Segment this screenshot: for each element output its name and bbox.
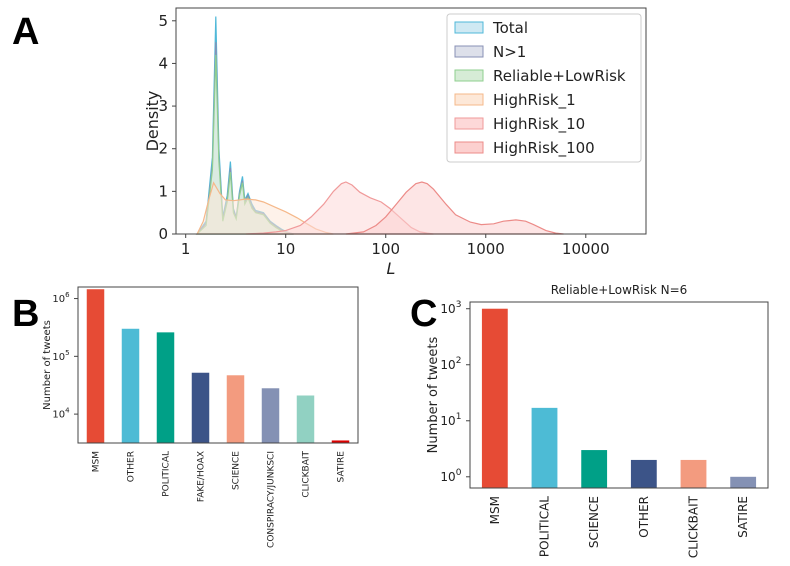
legend-swatch bbox=[454, 117, 484, 130]
legend-box bbox=[446, 13, 642, 163]
x-tick-label: MSM bbox=[488, 496, 502, 524]
x-tick-label: SCIENCE bbox=[587, 496, 601, 548]
reliable-chart-title: Reliable+LowRisk N=6 bbox=[551, 283, 688, 297]
x-tick-label: POLITICAL bbox=[162, 451, 172, 497]
legend-label: N>1 bbox=[493, 43, 526, 61]
y-tick-exponent: 6 bbox=[65, 291, 70, 299]
x-tick-label: CLICKBAIT bbox=[302, 451, 312, 498]
legend-swatch bbox=[454, 45, 484, 58]
legend-swatch bbox=[454, 69, 484, 82]
legend-label: HighRisk_100 bbox=[493, 139, 595, 158]
density-x-tick-label: 10 bbox=[276, 240, 295, 258]
x-tick-label: SCIENCE bbox=[232, 451, 242, 490]
density-x-tick-label: 100 bbox=[371, 240, 400, 258]
density-x-tick-label: 1 bbox=[181, 240, 191, 258]
reliable-bar-chart: Reliable+LowRisk N=6 MSM POLITICAL SCIENCE… bbox=[426, 283, 769, 558]
x-tick-label: OTHER bbox=[127, 451, 137, 482]
reliable-y-label: Number of tweets bbox=[426, 336, 441, 453]
y-tick-exponent: 0 bbox=[456, 468, 462, 478]
x-tick-label: POLITICAL bbox=[538, 496, 552, 557]
density-series-6 bbox=[345, 181, 564, 235]
y-tick-exponent: 1 bbox=[456, 412, 462, 422]
bar-political bbox=[156, 332, 175, 443]
bar-other bbox=[630, 459, 657, 488]
density-x-label: L bbox=[387, 259, 396, 278]
y-tick-label: 10 bbox=[52, 410, 65, 421]
reliable-bars bbox=[481, 308, 757, 488]
density-y-tick-label: 3 bbox=[158, 97, 168, 115]
bar-science bbox=[581, 450, 608, 488]
bar-satire bbox=[331, 440, 350, 443]
category-x-ticks: MSM OTHER POLITICAL FAKE/HOAX SCIENCE CONSPIR… bbox=[92, 451, 347, 548]
panel-letter-a: A bbox=[12, 11, 39, 53]
bar-satire bbox=[730, 476, 757, 488]
legend-swatch bbox=[454, 93, 484, 106]
bar-conspiracy-junksci bbox=[261, 388, 280, 443]
bar-msm bbox=[481, 308, 508, 488]
density-x-tick-label: 1000 bbox=[467, 240, 505, 258]
density-y-tick-label: 4 bbox=[158, 54, 168, 72]
density-x-tick-label: 10000 bbox=[562, 240, 610, 258]
density-y-ticks: 0 1 2 3 4 5 bbox=[158, 12, 176, 243]
bar-clickbait bbox=[296, 395, 315, 443]
density-y-label: Density bbox=[143, 91, 162, 152]
x-tick-label: CONSPIRACY/JUNKSCI bbox=[267, 451, 277, 548]
density-y-tick-label: 0 bbox=[158, 225, 168, 243]
category-bar-chart: MSM OTHER POLITICAL FAKE/HOAX SCIENCE CONSPIR… bbox=[42, 286, 359, 548]
y-tick-label: 10 bbox=[52, 294, 65, 305]
legend-label: HighRisk_1 bbox=[493, 91, 576, 110]
density-areas bbox=[195, 16, 564, 235]
category-bars bbox=[86, 289, 350, 443]
x-tick-label: CLICKBAIT bbox=[687, 495, 701, 558]
x-tick-label: SATIRE bbox=[337, 451, 347, 483]
y-tick-exponent: 5 bbox=[65, 349, 69, 357]
bar-political bbox=[531, 407, 558, 488]
legend-swatch bbox=[454, 21, 484, 34]
category-y-label: Number of tweets bbox=[42, 320, 53, 410]
y-tick-label: 10 bbox=[440, 302, 455, 316]
bar-clickbait bbox=[680, 459, 707, 488]
bar-science bbox=[226, 375, 245, 443]
y-tick-label: 10 bbox=[440, 358, 455, 372]
legend-label: HighRisk_10 bbox=[493, 115, 585, 134]
bar-other bbox=[121, 328, 140, 443]
legend-label: Total bbox=[492, 19, 528, 37]
reliable-x-ticks: MSM POLITICAL SCIENCE OTHER CLICKBAIT SATIRE bbox=[488, 495, 750, 558]
x-tick-label: SATIRE bbox=[736, 496, 750, 538]
x-tick-label: FAKE/HOAX bbox=[197, 451, 207, 502]
x-tick-label: OTHER bbox=[637, 496, 651, 538]
y-tick-label: 10 bbox=[52, 352, 65, 363]
density-x-ticks: 1 10 100 1000 10000 bbox=[181, 234, 610, 258]
legend-swatch bbox=[454, 141, 484, 154]
bar-fake-hoax bbox=[191, 372, 210, 443]
density-y-tick-label: 2 bbox=[158, 140, 168, 158]
category-frame bbox=[77, 286, 359, 444]
legend-label: Reliable+LowRisk bbox=[493, 67, 626, 85]
reliable-frame bbox=[469, 301, 769, 489]
density-legend: Total N>1 Reliable+LowRisk HighRisk_1 HighRi… bbox=[446, 13, 642, 163]
y-tick-label: 10 bbox=[440, 414, 455, 428]
density-y-tick-label: 5 bbox=[158, 12, 168, 30]
panel-letter-c: C bbox=[410, 293, 437, 335]
y-tick-exponent: 3 bbox=[456, 300, 462, 310]
y-tick-exponent: 2 bbox=[456, 356, 462, 366]
y-tick-exponent: 4 bbox=[65, 407, 70, 415]
density-y-tick-label: 1 bbox=[158, 182, 168, 200]
bar-msm bbox=[86, 289, 105, 443]
y-tick-label: 10 bbox=[440, 470, 455, 484]
panel-letter-b: B bbox=[12, 293, 39, 335]
x-tick-label: MSM bbox=[92, 451, 102, 472]
density-frame bbox=[175, 7, 647, 235]
